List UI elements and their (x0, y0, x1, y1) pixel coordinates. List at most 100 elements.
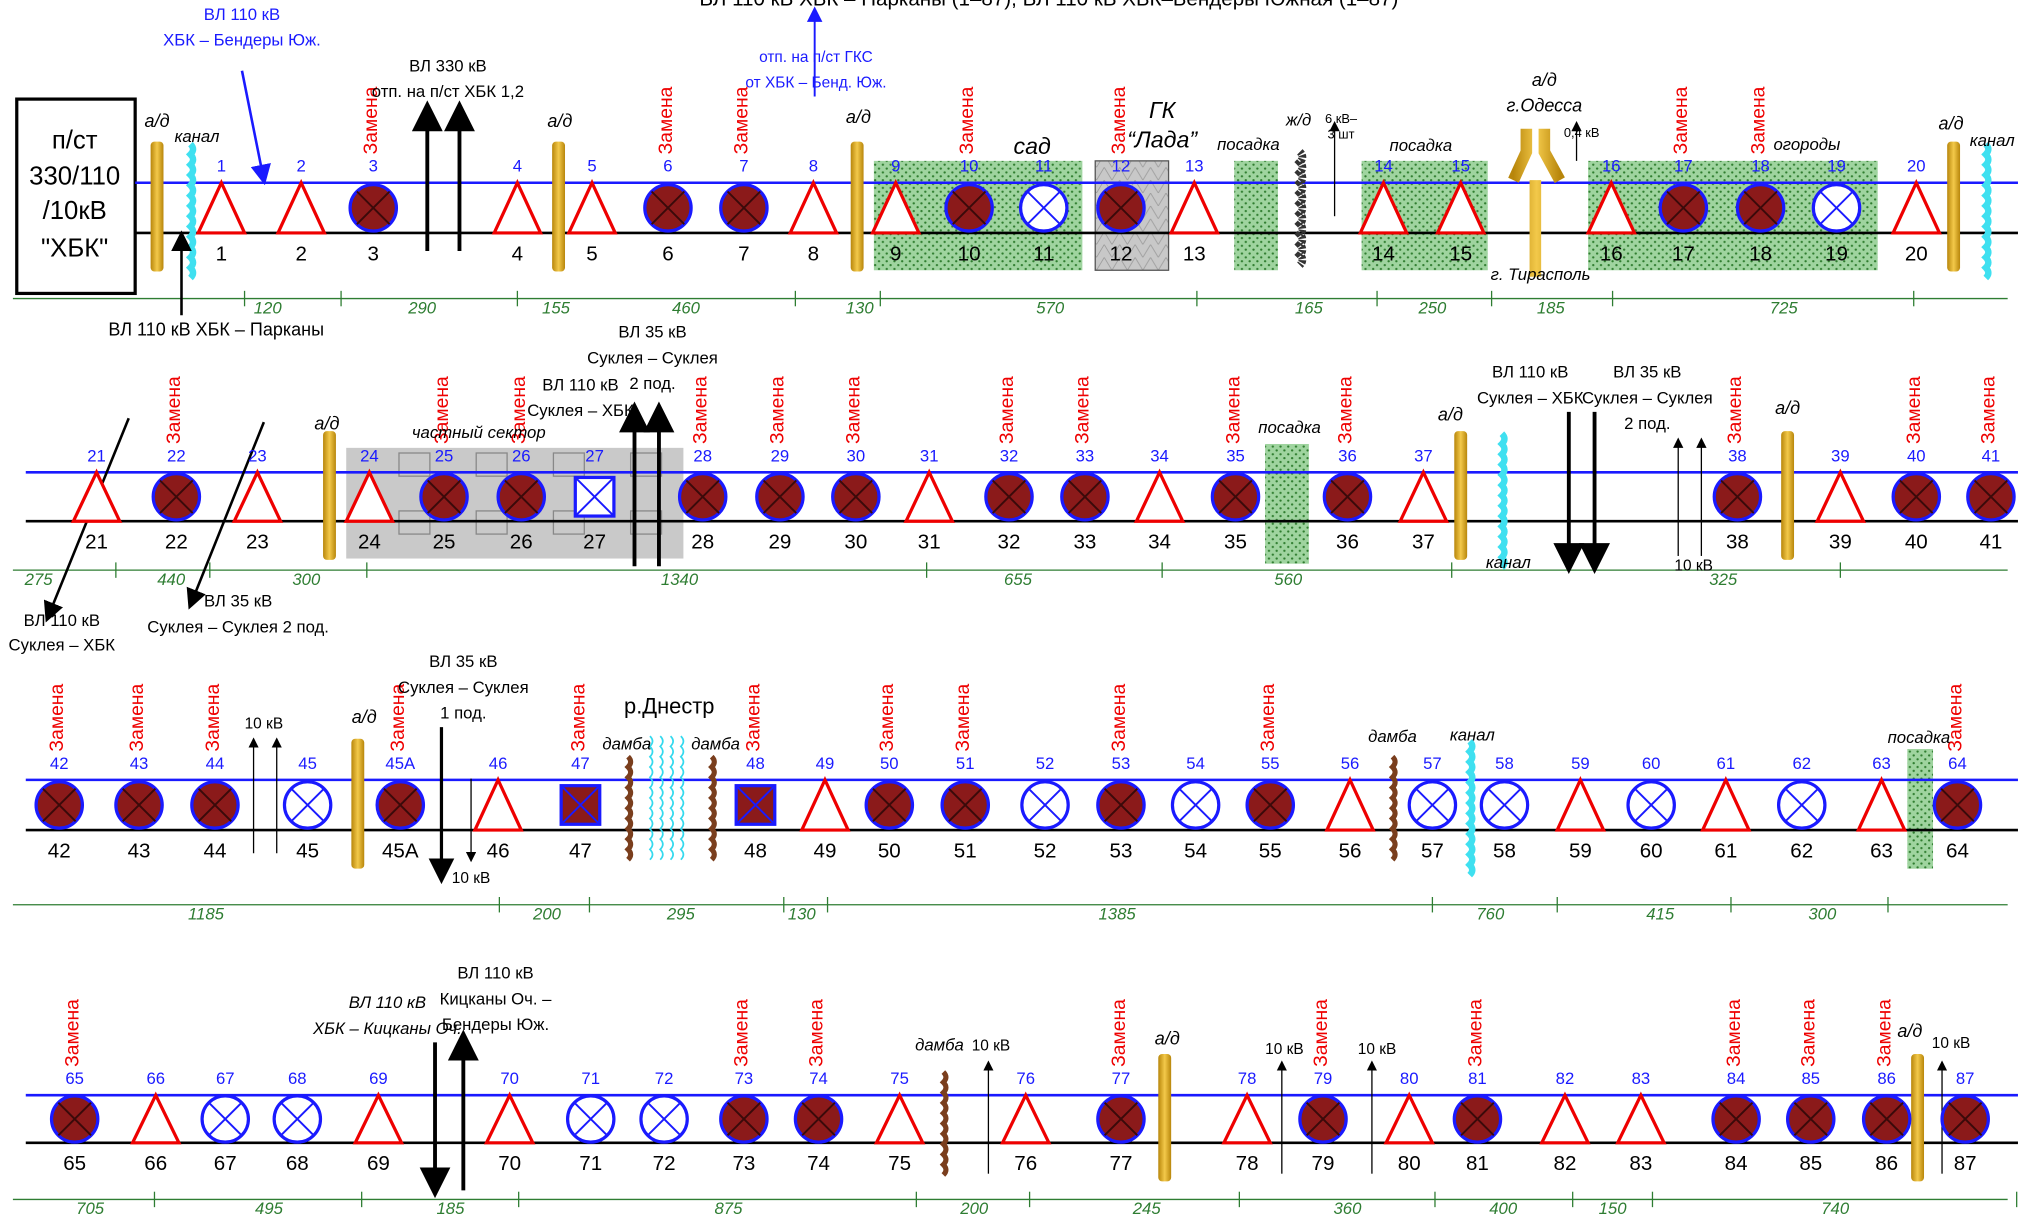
tower-number-bottom: 60 (1640, 839, 1663, 862)
tower-number-top: 57 (1423, 754, 1442, 773)
tower-number-bottom: 9 (890, 242, 901, 265)
tower-number-bottom: 11 (1033, 242, 1054, 265)
annotation: ВЛ 35 кВ (204, 592, 272, 611)
tower-number-top: 77 (1112, 1069, 1131, 1088)
tower-triangle (487, 1095, 533, 1143)
tower-triangle (1557, 780, 1603, 830)
river-wave (681, 736, 684, 860)
tower-number-top: 33 (1076, 446, 1095, 465)
dam (628, 757, 631, 860)
tower-triangle (475, 780, 521, 830)
span-length: 560 (1274, 570, 1303, 589)
tower-number-bottom: 23 (246, 531, 269, 554)
tower-number-bottom: 42 (48, 839, 71, 862)
substation-label: п/ст (52, 126, 98, 154)
tower-number-bottom: 31 (918, 531, 941, 554)
tower-number-bottom: 24 (358, 531, 381, 554)
tower-number-bottom: 48 (744, 839, 767, 862)
tower-number-bottom: 71 (579, 1152, 602, 1175)
tower-triangle (1136, 472, 1182, 521)
span-length: 460 (672, 298, 701, 317)
tower-number-top: 85 (1801, 1069, 1820, 1088)
tower-number-bottom: 8 (808, 242, 819, 265)
annotation: а/д (547, 111, 572, 131)
tower-number-bottom: 63 (1870, 839, 1893, 862)
annotation: а/д (1897, 1021, 1922, 1041)
tower-number-top: 68 (288, 1069, 307, 1088)
tower-number-bottom: 28 (691, 531, 714, 554)
annotation: ГК (1149, 97, 1177, 123)
replace-label: Замена (1465, 999, 1486, 1067)
tower-number-bottom: 51 (954, 839, 977, 862)
arrow (242, 71, 264, 180)
annotation: 2 под. (629, 374, 675, 393)
tower-number-bottom: 86 (1875, 1152, 1898, 1175)
tower-number-bottom: 65 (63, 1152, 86, 1175)
title: ВЛ 110 кВ ХБК – Парканы (1–87), ВЛ 110 к… (699, 0, 1398, 10)
tower-number-bottom: 13 (1183, 242, 1206, 265)
tower-triangle (1893, 183, 1939, 233)
substation-label: 330/110 (29, 162, 120, 190)
span-length: 245 (1132, 1199, 1162, 1218)
tower-number-top: 2 (297, 157, 306, 176)
span-length: 165 (1295, 298, 1324, 317)
replace-label: Замена (1671, 86, 1692, 154)
tower-number-bottom: 49 (814, 839, 837, 862)
tower-number-top: 47 (571, 754, 590, 773)
replace-label: Замена (1904, 376, 1925, 444)
annotation: канал (1486, 553, 1532, 572)
tower-number-bottom: 20 (1905, 242, 1928, 265)
tower-number-bottom: 32 (998, 531, 1021, 554)
annotation: а/д (352, 707, 377, 727)
annotation: 2 (454, 107, 465, 128)
replace-label: Замена (1799, 999, 1820, 1067)
span-length: 300 (1808, 904, 1837, 923)
tower-number-top: 35 (1226, 446, 1245, 465)
tower-number-top: 49 (816, 754, 835, 773)
tower-number-bottom: 19 (1825, 242, 1848, 265)
substation-label: "ХБК" (41, 234, 108, 262)
annotation: дамба (691, 735, 740, 754)
annotation: дамба (1368, 727, 1417, 746)
tower-triangle (278, 183, 324, 233)
annotation: 1 под. (440, 704, 486, 723)
tower-number-bottom: 47 (569, 839, 592, 862)
annotation: отп. на п/ст ХБК 1,2 (372, 82, 524, 101)
tower-number-bottom: 37 (1412, 531, 1435, 554)
tower-number-bottom: 18 (1749, 242, 1772, 265)
annotation: Кицканы Оч. – (440, 989, 553, 1008)
tower-number-top: 87 (1956, 1069, 1975, 1088)
tower-number-top: 61 (1717, 754, 1736, 773)
tower-number-bottom: 61 (1714, 839, 1737, 862)
tower-triangle (1703, 780, 1749, 830)
tower-number-top: 64 (1948, 754, 1967, 773)
annotation: посадка (1390, 136, 1453, 155)
tower-number-bottom: 84 (1725, 1152, 1748, 1175)
annotation: а/д (1438, 404, 1463, 424)
tower-number-top: 46 (489, 754, 508, 773)
tower-number-bottom: 36 (1336, 531, 1359, 554)
tower-number-bottom: 76 (1014, 1152, 1037, 1175)
span-length: 1185 (188, 904, 225, 923)
tower-number-bottom: 3 (368, 242, 379, 265)
replace-label: Замена (743, 684, 764, 752)
tower-number-top: 27 (585, 446, 604, 465)
tower-number-bottom: 54 (1184, 839, 1207, 862)
tower-number-bottom: 85 (1799, 1152, 1822, 1175)
tower-number-bottom: 45А (382, 839, 419, 862)
tower-number-top: 55 (1261, 754, 1280, 773)
tower-number-top: 32 (1000, 446, 1019, 465)
tower-number-top: 5 (587, 157, 596, 176)
span-length: 200 (959, 1199, 989, 1218)
span-length: 290 (407, 298, 437, 317)
tower-number-bottom: 44 (204, 839, 227, 862)
road-pole (1911, 1054, 1924, 1181)
tower-number-top: 29 (771, 446, 790, 465)
annotation: 10 кВ (1932, 1035, 1971, 1052)
road-pole (1158, 1054, 1171, 1181)
tower-number-top: 28 (693, 446, 712, 465)
tower-number-top: 81 (1468, 1069, 1487, 1088)
tower-triangle (1618, 1095, 1664, 1143)
tower-number-bottom: 26 (510, 531, 533, 554)
annotation: 10 кВ (1265, 1041, 1304, 1058)
